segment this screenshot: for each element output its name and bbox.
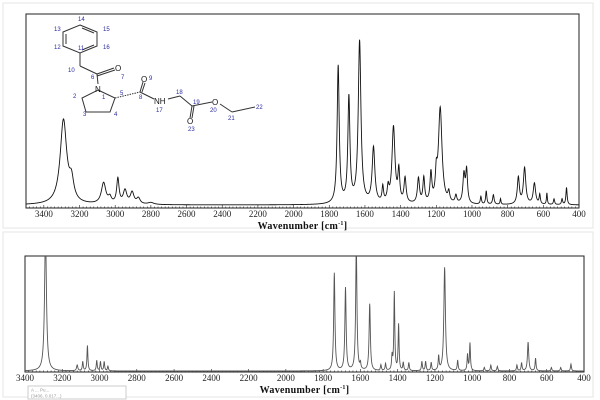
x-tick-label: 1800 (314, 373, 333, 383)
x-tick-label: 2000 (285, 209, 304, 219)
x-tick-label: 800 (501, 209, 515, 219)
atom-n: N (95, 85, 101, 94)
x-tick-label: 2800 (142, 209, 161, 219)
x-tick-label: 1400 (392, 209, 411, 219)
atom-number: 10 (68, 68, 75, 74)
atom-number: 16 (103, 45, 110, 51)
x-tick-label: 1000 (463, 373, 482, 383)
x-tick-label: 2000 (277, 373, 296, 383)
atom-number: 7 (121, 75, 125, 81)
atom-number: 4 (114, 112, 118, 118)
atom-number: 2 (73, 94, 77, 100)
x-tick-label: 600 (537, 209, 551, 219)
atom-number: 15 (103, 27, 110, 33)
spectrum-line (26, 39, 579, 206)
x-tick-label: 2200 (249, 209, 268, 219)
atom-number: 23 (188, 127, 195, 133)
x-tick-label: 400 (577, 373, 591, 383)
atom-number: 12 (54, 45, 61, 51)
atom-number: 17 (156, 108, 163, 114)
x-tick-label: 2400 (213, 209, 232, 219)
atom-number: 3 (83, 112, 87, 118)
x-tick-label: 400 (572, 209, 586, 219)
atom-number: 21 (228, 116, 235, 122)
atom-number: 13 (54, 27, 61, 33)
x-tick-label: 1600 (351, 373, 370, 383)
x-tick-label: 1600 (356, 209, 375, 219)
tooltip-line-1: A ... Pu... (31, 388, 49, 393)
x-tick-label: 600 (540, 373, 554, 383)
x-axis-label: Wavenumber [cm-1] (258, 221, 348, 232)
atom-o: O (115, 64, 121, 73)
plot-frame (24, 255, 585, 373)
atom-number: 18 (176, 90, 183, 96)
bottom-spectrum-chart: 3400 3200 3000 2800 2600 2400 2200 2000 1800 1600… (16, 255, 591, 396)
x-tick-label: 3000 (91, 373, 110, 383)
atom-number: 11 (78, 46, 85, 52)
x-tick-label: 3200 (71, 209, 90, 219)
atom-number: 14 (78, 17, 85, 23)
atom-o: O (187, 117, 193, 126)
x-tick-label: 1200 (427, 209, 446, 219)
plot-frame (25, 13, 580, 209)
spectrum-line (25, 256, 584, 372)
pyrrolidine-ring (81, 89, 116, 113)
x-tick-label: 2800 (128, 373, 147, 383)
cursor-tooltip: A ... Pu... (3406, 0.017...) (27, 385, 127, 400)
tooltip-line-2: (3406, 0.017...) (31, 394, 62, 399)
x-axis-label: Wavenumber [cm-1] (260, 385, 350, 396)
atom-number: 19 (193, 100, 200, 106)
x-tick-label: 1800 (320, 209, 339, 219)
bottom-panel-frame (2, 231, 594, 398)
x-tick-label: 1200 (426, 373, 445, 383)
molecule-structure: N O O NH O O 123 456 789101112131415161718… (54, 17, 263, 133)
atom-nh: NH (154, 97, 166, 106)
x-tick-label: 800 (503, 373, 517, 383)
atom-o: O (141, 75, 147, 84)
x-tick-label: 3200 (53, 373, 72, 383)
atom-number: 22 (256, 105, 263, 111)
x-tick-label: 2600 (165, 373, 184, 383)
x-tick-label: 3000 (106, 209, 125, 219)
x-tick-label: 1400 (389, 373, 408, 383)
atom-number: 1 (102, 95, 106, 101)
atom-number: 20 (210, 108, 217, 114)
x-tick-label: 1000 (463, 209, 482, 219)
top-spectrum-chart: 3400 3200 3000 2800 2600 2400 2200 2000 1800 1600… (25, 13, 586, 232)
atom-number: 6 (91, 75, 95, 81)
atom-number: 5 (120, 91, 124, 97)
x-tick-label: 3400 (16, 373, 35, 383)
x-tick-label: 2600 (178, 209, 197, 219)
top-panel-frame (2, 2, 594, 229)
atom-number: 8 (139, 95, 143, 101)
atom-number: 9 (149, 76, 153, 82)
x-tick-label: 2400 (202, 373, 221, 383)
x-tick-label: 2200 (240, 373, 259, 383)
x-tick-label: 3400 (35, 209, 54, 219)
atom-o: O (212, 98, 218, 107)
